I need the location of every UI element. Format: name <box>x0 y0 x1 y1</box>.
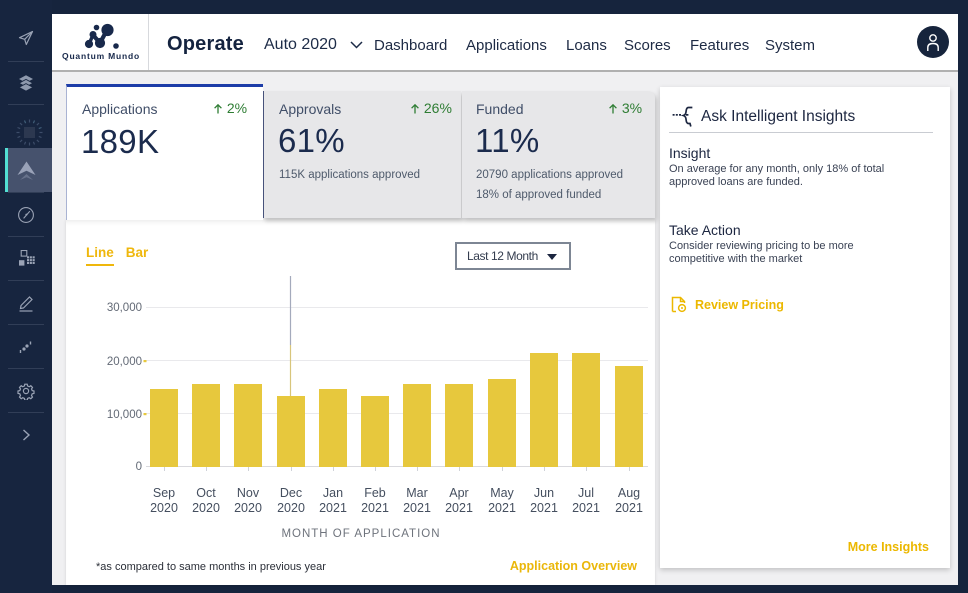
svg-text:2020: 2020 <box>234 501 262 515</box>
svg-text:Aug: Aug <box>618 486 640 500</box>
svg-text:Jul: Jul <box>578 486 594 500</box>
svg-text:0: 0 <box>136 461 142 473</box>
svg-text:2021: 2021 <box>615 501 643 515</box>
svg-text:Sep: Sep <box>153 486 175 500</box>
svg-text:Jan: Jan <box>323 486 343 500</box>
svg-text:2021: 2021 <box>488 501 516 515</box>
svg-text:2021: 2021 <box>572 501 600 515</box>
svg-text:MONTH OF APPLICATION: MONTH OF APPLICATION <box>281 528 440 540</box>
svg-text:Mar: Mar <box>406 486 428 500</box>
svg-text:2020: 2020 <box>150 501 178 515</box>
svg-text:2021: 2021 <box>530 501 558 515</box>
svg-text:Jun: Jun <box>534 486 554 500</box>
svg-text:Dec: Dec <box>280 486 302 500</box>
svg-text:Feb: Feb <box>364 486 386 500</box>
svg-text:Nov: Nov <box>237 486 260 500</box>
svg-text:20,000: 20,000 <box>107 356 142 368</box>
svg-text:2021: 2021 <box>403 501 431 515</box>
svg-text:10,000: 10,000 <box>107 409 142 421</box>
svg-text:2020: 2020 <box>277 501 305 515</box>
svg-text:30,000: 30,000 <box>107 302 142 314</box>
svg-text:2021: 2021 <box>445 501 473 515</box>
svg-text:Oct: Oct <box>196 486 216 500</box>
svg-text:Apr: Apr <box>449 486 468 500</box>
svg-text:2021: 2021 <box>361 501 389 515</box>
svg-text:May: May <box>490 486 514 500</box>
svg-text:2020: 2020 <box>192 501 220 515</box>
svg-text:2021: 2021 <box>319 501 347 515</box>
